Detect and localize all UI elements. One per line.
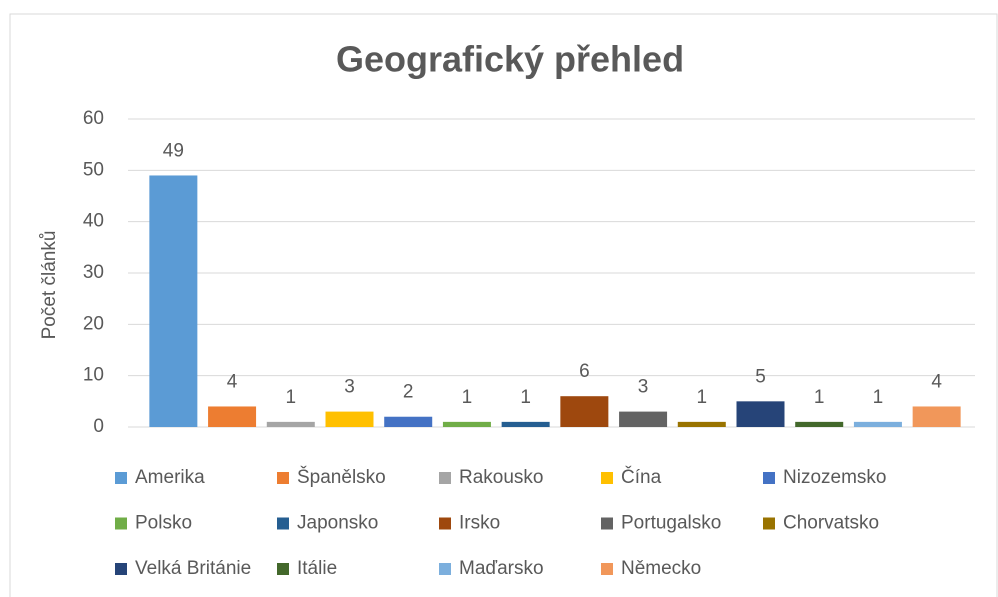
legend-swatch [277, 563, 289, 575]
bar [384, 416, 433, 427]
bar [912, 406, 961, 427]
legend-swatch [601, 472, 613, 484]
y-tick-label: 40 [83, 211, 104, 232]
bar [325, 411, 374, 427]
data-label: 1 [873, 387, 884, 408]
legend-label: Velká Británie [135, 558, 251, 579]
legend-swatch [763, 472, 775, 484]
data-label: 3 [344, 377, 355, 398]
y-tick-label: 10 [83, 365, 104, 386]
bar [208, 406, 257, 427]
bar [149, 175, 198, 427]
data-label: 1 [520, 387, 531, 408]
data-label: 6 [579, 361, 590, 382]
bar [560, 396, 609, 427]
legend-label: Maďarsko [459, 558, 544, 579]
legend-label: Španělsko [297, 466, 386, 488]
data-label: 3 [638, 377, 649, 398]
bar [501, 421, 550, 427]
chart-title: Geografický přehled [336, 39, 684, 80]
data-label: 1 [696, 387, 707, 408]
data-label: 2 [403, 382, 414, 403]
legend-swatch [601, 563, 613, 575]
legend-label: Německo [621, 558, 701, 579]
legend-label: Chorvatsko [783, 513, 879, 534]
bar [619, 411, 668, 427]
y-tick-label: 30 [83, 262, 104, 283]
bar [266, 421, 315, 427]
legend-swatch [439, 517, 451, 530]
data-label: 1 [462, 387, 473, 408]
legend-label: Čína [621, 466, 662, 488]
bar [795, 421, 844, 427]
data-label: 1 [814, 387, 825, 408]
data-label: 1 [285, 387, 296, 408]
y-tick-label: 50 [83, 159, 104, 180]
legend-swatch [601, 517, 613, 530]
data-label: 49 [163, 140, 184, 161]
bar [677, 421, 726, 427]
legend-label: Itálie [297, 558, 337, 579]
legend-label: Portugalsko [621, 513, 721, 534]
data-label: 5 [755, 366, 766, 387]
data-label: 4 [227, 371, 238, 392]
legend-swatch [277, 517, 289, 530]
legend-swatch [439, 472, 451, 484]
legend-label: Nizozemsko [783, 467, 886, 488]
y-tick-label: 60 [83, 108, 104, 129]
legend-label: Polsko [135, 513, 192, 534]
legend-label: Irsko [459, 513, 500, 534]
y-axis-label: Počet článků [39, 231, 60, 340]
legend-label: Japonsko [297, 513, 378, 534]
legend-swatch [763, 517, 775, 530]
legend-swatch [439, 563, 451, 575]
y-tick-label: 20 [83, 313, 104, 334]
bar [736, 401, 785, 427]
bar [853, 421, 902, 427]
legend-swatch [277, 472, 289, 484]
bar [442, 421, 491, 427]
legend-label: Rakousko [459, 467, 544, 488]
legend-swatch [115, 563, 127, 575]
data-label: 4 [931, 371, 942, 392]
y-tick-label: 0 [93, 416, 104, 437]
legend-swatch [115, 472, 127, 484]
legend-swatch [115, 517, 127, 530]
legend-label: Amerika [135, 467, 205, 488]
